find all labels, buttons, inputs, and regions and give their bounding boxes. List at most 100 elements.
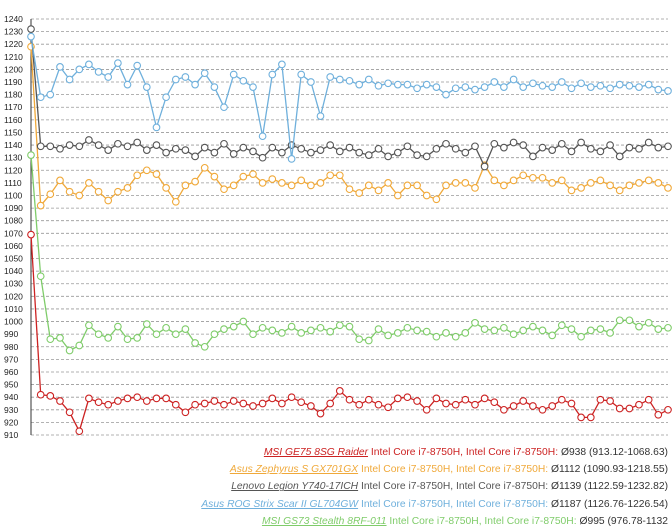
data-point — [278, 399, 286, 408]
data-point — [239, 76, 248, 85]
data-point — [432, 394, 441, 403]
data-point — [335, 75, 344, 84]
data-point — [104, 146, 113, 154]
data-point — [519, 326, 528, 335]
legend-device-name[interactable]: Asus ROG Strix Scar II GL704GW — [201, 498, 359, 510]
y-tick-label: 920 — [4, 417, 18, 427]
data-point — [529, 152, 537, 161]
data-point — [75, 427, 84, 436]
data-point — [480, 325, 489, 333]
data-point — [567, 325, 576, 333]
data-point — [422, 405, 431, 414]
data-point — [567, 399, 576, 408]
data-point — [326, 73, 335, 81]
data-point — [538, 173, 547, 182]
data-point — [229, 322, 238, 331]
data-point — [364, 336, 373, 345]
data-point — [258, 399, 267, 408]
data-point — [114, 322, 122, 331]
data-point — [557, 78, 566, 86]
data-point — [152, 141, 161, 149]
data-point — [422, 80, 431, 89]
legend-device-name[interactable]: Asus Zephyrus S GX701GX — [229, 464, 359, 476]
data-point — [56, 334, 64, 342]
data-point — [384, 403, 392, 412]
data-point — [615, 404, 624, 413]
data-point — [36, 142, 45, 151]
data-point — [548, 146, 557, 154]
data-point — [316, 179, 325, 187]
data-point — [461, 148, 470, 157]
y-tick-label: 1130 — [4, 153, 23, 163]
data-point — [152, 330, 161, 339]
data-point — [181, 181, 190, 190]
data-point — [432, 83, 441, 91]
data-point — [355, 80, 364, 89]
data-point — [422, 327, 431, 336]
data-point — [606, 181, 614, 190]
data-point — [75, 65, 84, 74]
data-point — [664, 323, 672, 332]
data-point — [123, 184, 132, 192]
data-point — [461, 179, 470, 187]
data-point — [635, 179, 643, 187]
y-tick-label: 1210 — [4, 52, 23, 62]
y-tick-label: 950 — [4, 380, 18, 390]
data-point — [393, 80, 402, 89]
data-point — [355, 148, 364, 157]
data-point — [500, 83, 508, 91]
data-point — [220, 400, 228, 409]
data-point — [85, 136, 93, 144]
y-tick-label: 1030 — [4, 279, 23, 289]
data-point — [538, 405, 547, 414]
data-point — [104, 334, 113, 342]
data-point — [258, 179, 267, 187]
y-tick-label: 1120 — [4, 165, 23, 175]
data-point — [36, 201, 45, 210]
data-point — [364, 181, 373, 190]
data-point — [451, 400, 460, 409]
data-point — [142, 146, 151, 154]
data-point — [210, 330, 219, 339]
data-point — [557, 321, 566, 330]
data-point — [490, 398, 499, 407]
data-point — [27, 25, 35, 33]
data-point — [326, 141, 335, 149]
y-tick-label: 990 — [4, 329, 18, 339]
data-point — [114, 139, 122, 148]
data-point — [364, 395, 373, 404]
legend-device-name[interactable]: MSI GE75 8SG Raider — [263, 447, 369, 458]
data-point — [471, 142, 479, 151]
data-point — [654, 325, 663, 333]
data-point — [577, 332, 585, 341]
data-point — [287, 181, 296, 190]
data-point — [210, 172, 219, 181]
legend-stats-text: Ø1139 (1122.59-1232.82) — [551, 481, 668, 493]
data-point — [133, 171, 142, 180]
data-point — [548, 179, 557, 187]
data-point — [191, 152, 199, 161]
data-point — [442, 181, 450, 190]
data-point — [65, 346, 74, 355]
y-tick-label: 970 — [4, 354, 18, 364]
legend-device-name[interactable]: Lenovo Legion Y740-17ICH — [231, 481, 359, 493]
legend-device-name[interactable]: MSI GS73 Stealth 8RF-011 — [261, 515, 387, 527]
data-point — [142, 397, 151, 405]
data-point — [114, 397, 122, 405]
y-tick-label: 1010 — [4, 304, 23, 314]
data-point — [65, 187, 74, 196]
data-point — [171, 400, 180, 409]
data-point — [191, 80, 199, 89]
data-point — [364, 75, 373, 84]
data-point — [123, 335, 132, 344]
data-point — [596, 176, 605, 185]
data-point — [162, 93, 170, 102]
data-point — [56, 176, 64, 185]
data-point — [46, 90, 55, 99]
data-point — [268, 143, 277, 152]
data-point — [56, 397, 64, 405]
data-point — [461, 329, 470, 337]
data-point — [451, 144, 460, 153]
legend-stats-text: Ø995 (976.78-1132 — [579, 515, 668, 527]
data-point — [229, 181, 238, 190]
